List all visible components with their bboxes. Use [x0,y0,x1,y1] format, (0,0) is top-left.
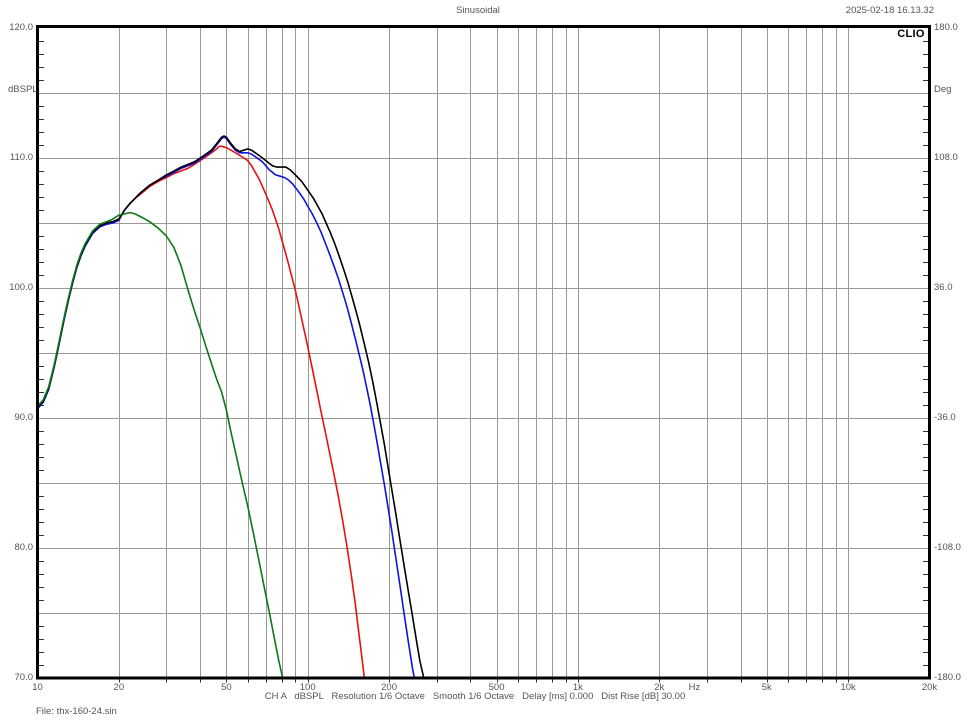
curve-black [37,135,425,679]
x-axis-tick-label: 20k [921,682,938,693]
measurement-type-title: Sinusoidal [456,5,500,16]
right-axis-tick-label: 36.0 [934,282,953,293]
x-axis-unit-label: Hz [688,682,701,693]
x-axis-tick-label: 5k [761,682,772,693]
file-name-label: File: thx-160-24.sin [36,706,117,717]
x-axis-tick-label: 500 [488,682,505,693]
curve-blue [37,136,416,679]
left-axis-tick-label: 120.0 [9,22,33,33]
axis-minor-ticks [39,41,928,683]
left-axis-tick-label: 70.0 [14,672,34,683]
status-bar: CH A dBSPL Resolution 1/6 Octave Smooth … [264,691,686,702]
right-axis-unit-label: Deg [934,84,952,95]
response-curves [37,135,425,679]
left-axis-unit-label: dBSPL [8,84,38,95]
x-axis-tick-label: 50 [221,682,232,693]
x-axis-tick-label: 10k [840,682,856,693]
x-axis-tick-label: 200 [381,682,397,693]
x-axis-tick-label: 10 [32,682,43,693]
right-axis-tick-label: -36.0 [934,412,956,423]
left-axis-tick-label: 80.0 [14,542,34,553]
x-axis-tick-label: 2k [654,682,665,693]
x-axis-tick-label: 20 [113,682,125,693]
right-axis-tick-label: 180.0 [934,22,958,33]
measurement-timestamp: 2025-02-18 16.13.32 [845,5,934,16]
right-axis-tick-label: 108.0 [934,152,958,163]
right-axis-tick-label: -108.0 [934,542,961,553]
left-axis-tick-label: 110.0 [9,152,33,163]
x-axis-tick-label: 1k [572,682,583,693]
x-axis-tick-label: 100 [299,682,316,693]
grid-lines [37,28,930,678]
plot-frame [36,25,931,680]
curve-green [37,211,284,679]
left-axis-tick-label: 100.0 [9,282,33,293]
right-axis-tick-label: -180.0 [934,672,961,683]
left-axis-tick-label: 90.0 [14,412,34,423]
clio-logo: CLIO [894,29,928,40]
